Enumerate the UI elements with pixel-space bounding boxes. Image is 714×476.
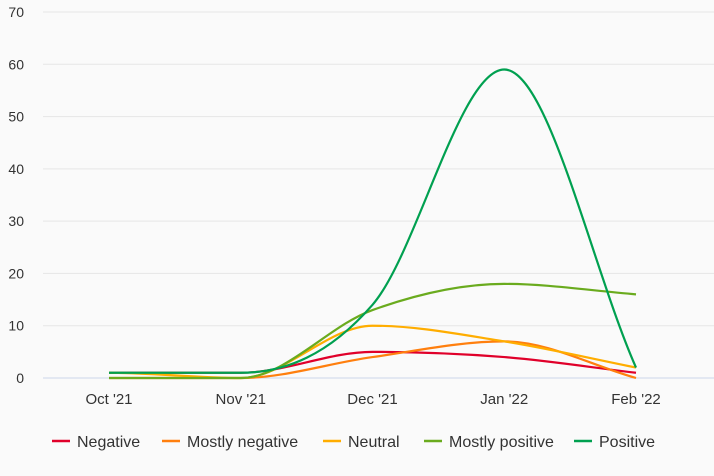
- legend-item-mostly-positive: Mostly positive: [424, 434, 554, 451]
- x-tick-label: Nov '21: [216, 391, 266, 408]
- series-line-positive: [108, 68, 638, 374]
- series-line-mostly-positive: [108, 282, 637, 380]
- y-tick-label: 20: [8, 265, 24, 281]
- legend-item-positive: Positive: [574, 434, 655, 451]
- series-lines: [108, 68, 638, 380]
- y-tick-label: 70: [8, 4, 24, 20]
- gridlines: [43, 11, 714, 379]
- x-tick-label: Feb '22: [611, 391, 661, 408]
- y-tick-label: 50: [8, 109, 24, 125]
- legend-label: Neutral: [348, 434, 400, 451]
- y-axis: 0 10 20 30 40 50 60 70: [8, 4, 24, 386]
- legend-label: Mostly positive: [449, 434, 554, 451]
- x-axis: Oct '21 Nov '21 Dec '21 Jan '22 Feb '22: [85, 391, 660, 408]
- legend-label: Positive: [599, 434, 655, 451]
- legend-item-mostly-negative: Mostly negative: [162, 434, 298, 451]
- y-tick-label: 0: [16, 370, 24, 386]
- x-tick-label: Oct '21: [85, 391, 132, 408]
- legend-item-negative: Negative: [52, 434, 140, 451]
- legend: Negative Mostly negative Neutral Mostly pos…: [52, 434, 655, 451]
- y-tick-label: 40: [8, 161, 24, 177]
- legend-label: Mostly negative: [187, 434, 298, 451]
- x-tick-label: Jan '22: [480, 391, 528, 408]
- x-tick-label: Dec '21: [347, 391, 397, 408]
- series-line-negative: [108, 350, 637, 374]
- y-tick-label: 30: [8, 213, 24, 229]
- legend-label: Negative: [77, 434, 140, 451]
- y-tick-label: 10: [8, 318, 24, 334]
- legend-item-neutral: Neutral: [323, 434, 400, 451]
- y-tick-label: 60: [8, 56, 24, 72]
